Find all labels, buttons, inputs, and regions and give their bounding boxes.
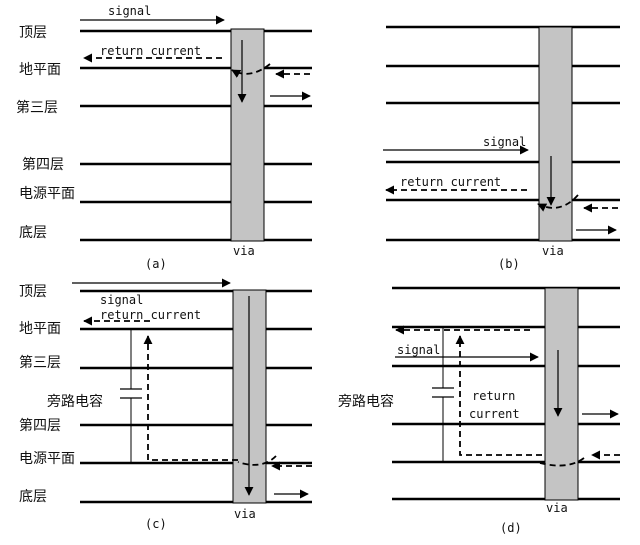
panel-c: 顶层 地平面 第三层 旁路电容 第四层 电源平面 底层 signal retur… [19, 278, 312, 531]
label-bottom-layer: 底层 [19, 489, 47, 505]
label-fourth-layer: 第四层 [22, 156, 64, 173]
label-third-layer: 第三层 [16, 99, 58, 116]
signal-label: signal [397, 343, 440, 357]
via-label: via [542, 244, 564, 258]
return-path-arrow [455, 335, 542, 456]
caption-c: (c) [145, 517, 167, 531]
caption-d: (d) [500, 521, 522, 535]
label-top-layer: 顶层 [19, 25, 47, 41]
via-barrel [230, 28, 265, 242]
return-curve [539, 457, 585, 467]
panel-a: 顶层 地平面 第三层 第四层 电源平面 底层 signal return cur… [16, 4, 312, 271]
label-bypass-capacitor: 旁路电容 [338, 393, 394, 410]
via-barrel [544, 287, 579, 501]
label-ground-plane: 地平面 [19, 321, 61, 337]
label-top-layer: 顶层 [19, 284, 47, 300]
signal-label: signal [100, 293, 143, 307]
panel-d: 旁路电容 signal return current via (d) [338, 286, 620, 535]
via-label: via [234, 507, 256, 521]
via-barrel [538, 26, 573, 242]
return-path-arrow [143, 335, 238, 461]
current-word-label: current [469, 407, 520, 421]
return-curve [237, 455, 277, 466]
return-current-label: return current [100, 44, 201, 58]
label-power-plane: 电源平面 [19, 451, 75, 467]
label-third-layer: 第三层 [19, 354, 61, 371]
via-label: via [233, 244, 255, 258]
signal-label: signal [108, 4, 151, 18]
return-curve-arrow [231, 63, 271, 78]
caption-b: (b) [498, 257, 520, 271]
label-fourth-layer: 第四层 [19, 417, 61, 434]
via-label: via [546, 501, 568, 515]
return-current-label: return current [100, 308, 201, 322]
label-ground-plane: 地平面 [19, 62, 61, 78]
return-curve-arrow [537, 194, 579, 212]
return-current-label: return current [400, 175, 501, 189]
label-bottom-layer: 底层 [19, 225, 47, 241]
return-word-label: return [472, 389, 515, 403]
panel-b: signal return current via (b) [383, 25, 620, 271]
label-power-plane: 电源平面 [19, 186, 75, 202]
label-bypass-capacitor: 旁路电容 [47, 393, 103, 410]
signal-label: signal [483, 135, 526, 149]
caption-a: (a) [145, 257, 167, 271]
